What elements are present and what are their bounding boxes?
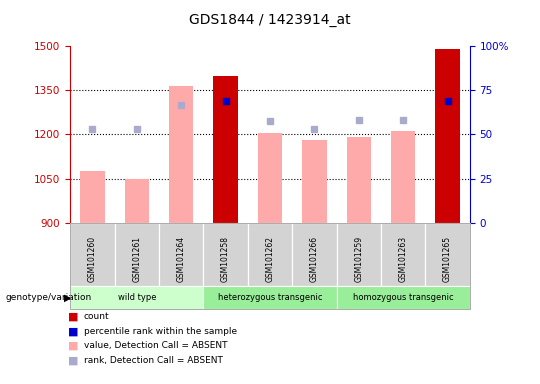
Text: ■: ■ (68, 312, 78, 322)
Text: ■: ■ (68, 356, 78, 366)
Bar (169, 86, 193, 223)
Text: ▶: ▶ (64, 293, 71, 303)
Text: homozygous transgenic: homozygous transgenic (353, 293, 454, 302)
Bar (391, 131, 415, 223)
Text: GSM101266: GSM101266 (310, 236, 319, 282)
Text: GSM101263: GSM101263 (399, 236, 408, 282)
Text: GSM101264: GSM101264 (177, 236, 186, 282)
Text: GSM101260: GSM101260 (88, 236, 97, 282)
Bar (125, 179, 149, 223)
Text: GSM101261: GSM101261 (132, 236, 141, 282)
Text: heterozygous transgenic: heterozygous transgenic (218, 293, 322, 302)
Text: GSM101258: GSM101258 (221, 236, 230, 282)
Bar (435, 49, 460, 223)
Bar (80, 171, 105, 223)
Text: ■: ■ (68, 326, 78, 336)
Text: GSM101265: GSM101265 (443, 236, 452, 282)
Text: count: count (84, 312, 109, 321)
Text: GDS1844 / 1423914_at: GDS1844 / 1423914_at (189, 13, 351, 27)
Bar (258, 133, 282, 223)
Text: value, Detection Call = ABSENT: value, Detection Call = ABSENT (84, 341, 227, 351)
Bar (302, 140, 327, 223)
Text: wild type: wild type (118, 293, 156, 302)
Text: GSM101262: GSM101262 (266, 236, 274, 282)
Bar (347, 137, 371, 223)
Text: GSM101259: GSM101259 (354, 236, 363, 282)
Text: ■: ■ (68, 341, 78, 351)
Bar (213, 76, 238, 223)
Text: genotype/variation: genotype/variation (5, 293, 92, 302)
Text: percentile rank within the sample: percentile rank within the sample (84, 327, 237, 336)
Text: rank, Detection Call = ABSENT: rank, Detection Call = ABSENT (84, 356, 222, 365)
